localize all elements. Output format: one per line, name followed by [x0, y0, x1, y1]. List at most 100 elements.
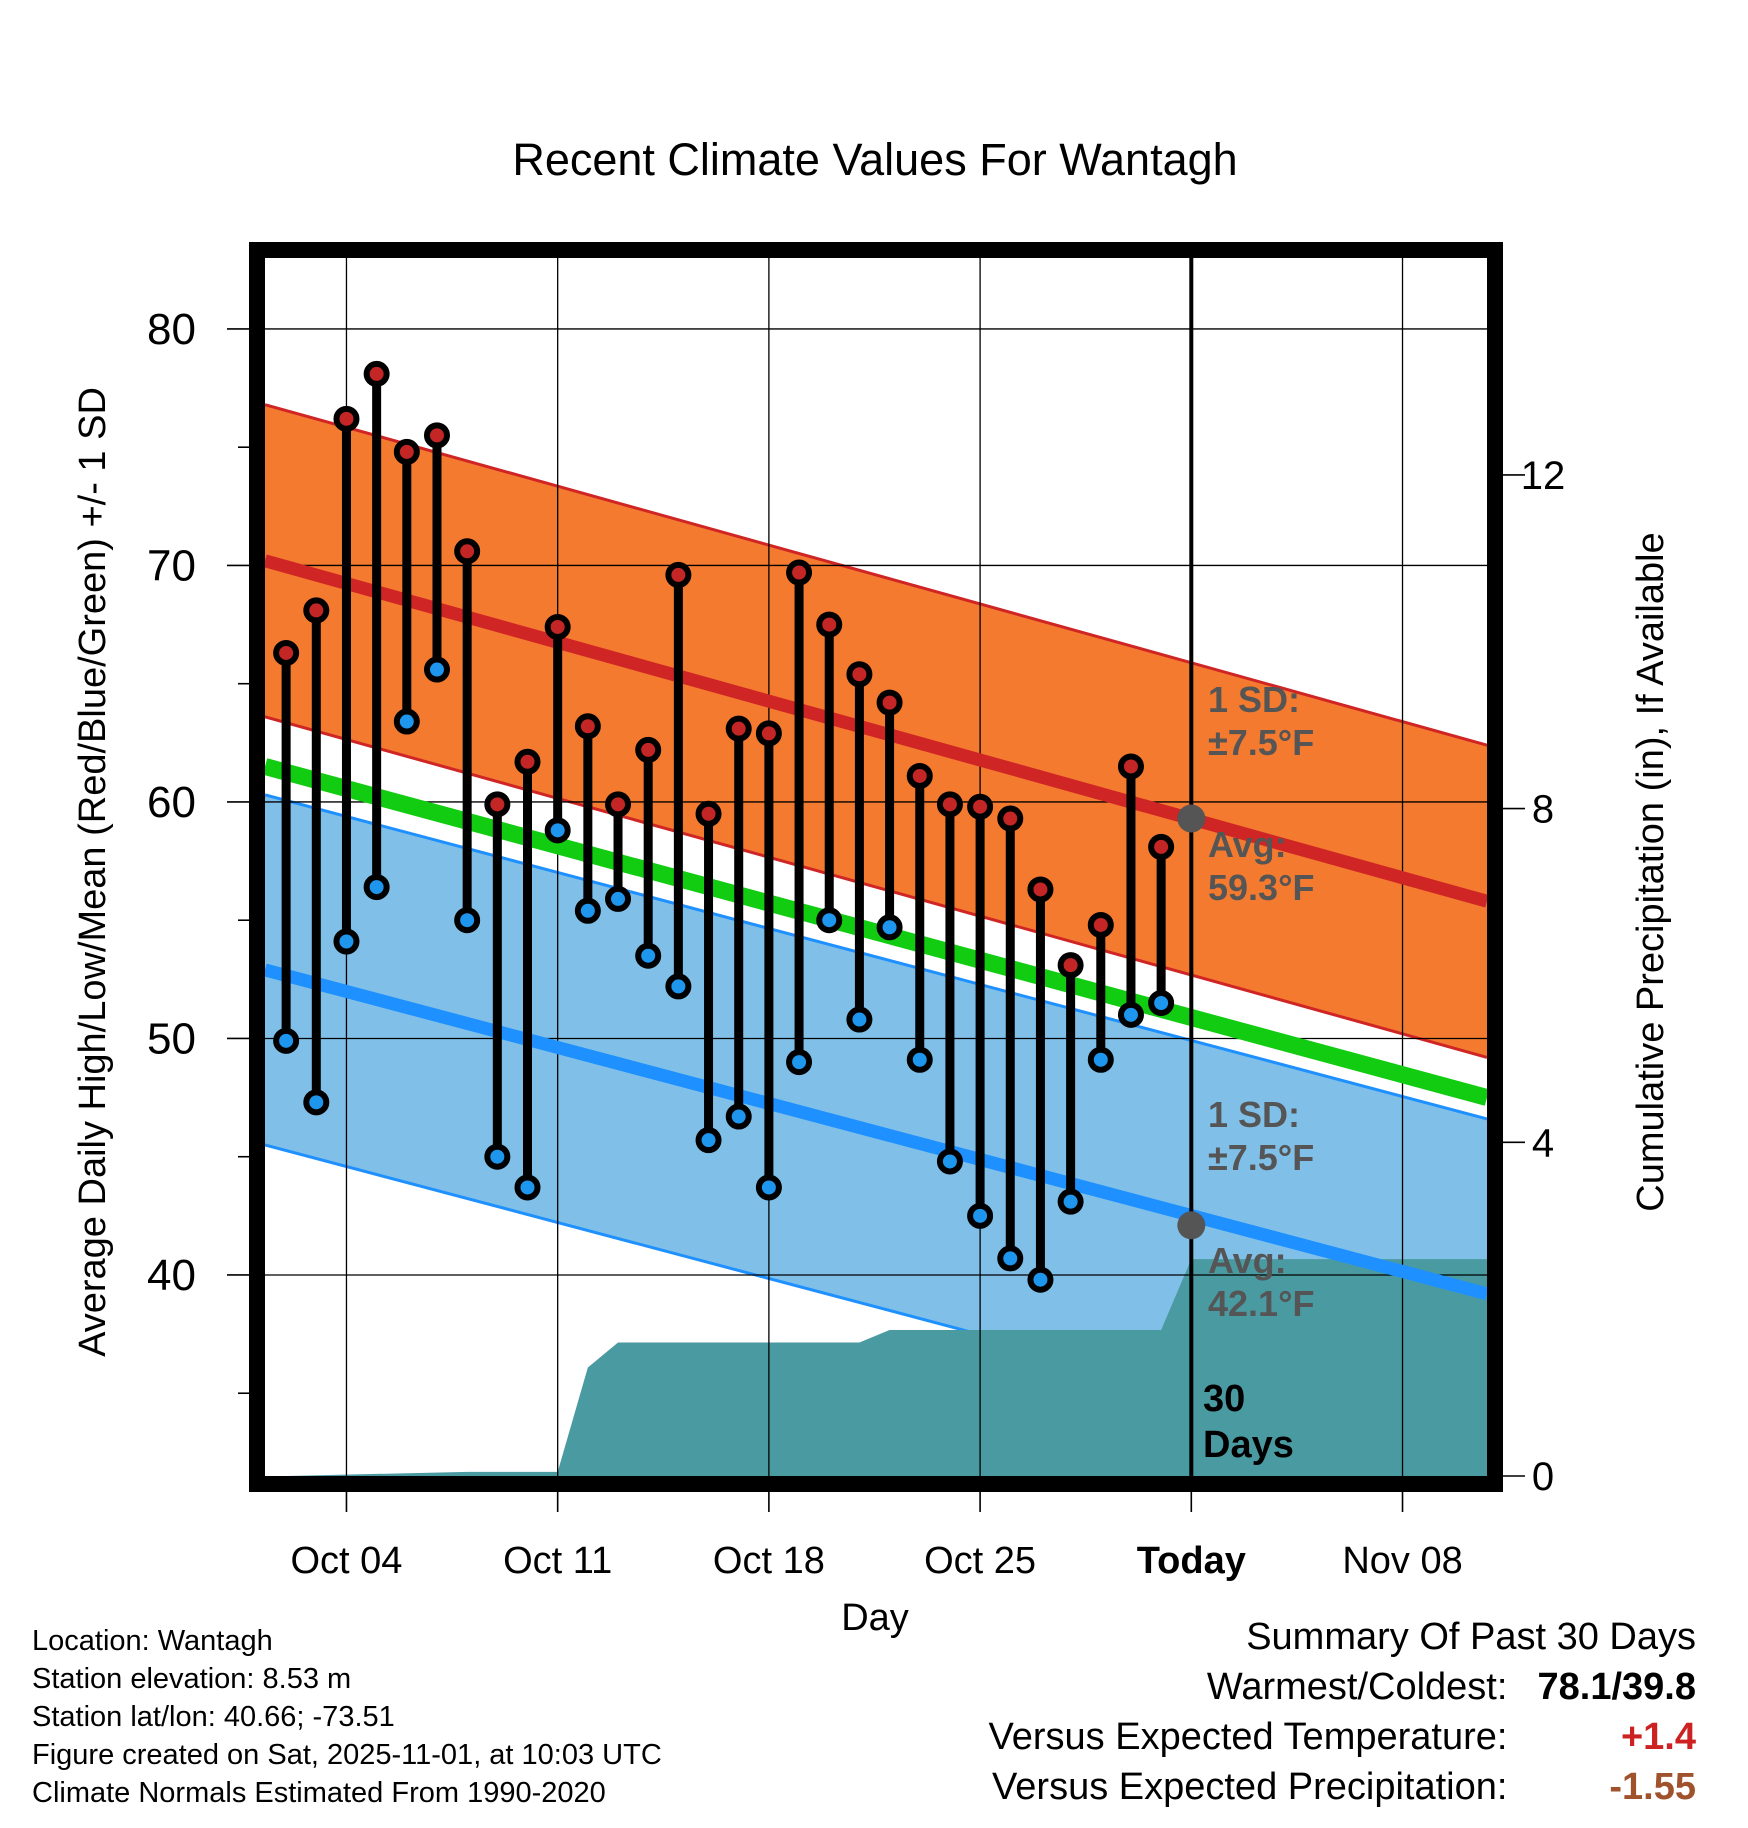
low-point [695, 1127, 722, 1154]
low-point [967, 1202, 994, 1229]
x-tick-label: Oct 25 [924, 1540, 1036, 1582]
high-point [967, 793, 994, 820]
low-point [665, 973, 692, 1000]
low-point [906, 1046, 933, 1073]
plot-frame [249, 242, 1503, 1492]
y-tick-label: 80 [147, 305, 196, 354]
y-tick-label: 40 [147, 1251, 196, 1300]
x-tick-label: Nov 08 [1342, 1540, 1462, 1582]
summary-title: Summary Of Past 30 Days [1246, 1616, 1696, 1658]
high-point [333, 405, 360, 432]
high-point [454, 538, 481, 565]
high-point [997, 805, 1024, 832]
high-point [514, 748, 541, 775]
high-band-upper-edge [265, 403, 1487, 747]
low-point [786, 1049, 813, 1076]
high-point [816, 611, 843, 638]
low-point [816, 907, 843, 934]
low-sd-label: 1 SD: [1208, 1094, 1300, 1135]
y-tick-label: 50 [147, 1014, 196, 1063]
high-point [665, 561, 692, 588]
location-text: Location: Wantagh [32, 1625, 273, 1657]
high-point [273, 639, 300, 666]
high-point [635, 736, 662, 763]
x-tick-label: Today [1137, 1540, 1246, 1582]
high-point [363, 360, 390, 387]
high-point [755, 720, 782, 747]
y2-tick-label: 8 [1532, 788, 1554, 832]
station-info: Location: Wantagh Station elevation: 8.5… [32, 1622, 662, 1812]
warm-cold-value: 78.1/39.8 [1537, 1666, 1696, 1708]
days-label: Days [1203, 1424, 1294, 1466]
precip-label: Versus Expected Precipitation: [992, 1766, 1508, 1808]
low-point [454, 907, 481, 934]
precip-value: -1.55 [1609, 1766, 1696, 1808]
y-tick-label: 70 [147, 541, 196, 590]
days-count: 30 [1203, 1378, 1245, 1420]
low-point [273, 1027, 300, 1054]
low-point [574, 897, 601, 924]
high-point [484, 791, 511, 818]
low-point [484, 1143, 511, 1170]
low-point [846, 1006, 873, 1033]
high-point [906, 762, 933, 789]
created-text: Figure created on Sat, 2025-11-01, at 10… [32, 1739, 662, 1771]
high-point [1087, 911, 1114, 938]
low-point [514, 1174, 541, 1201]
y2-tick-label: 0 [1532, 1455, 1554, 1499]
high-point [393, 438, 420, 465]
today-high-avg-marker [1177, 804, 1206, 833]
high-point [574, 713, 601, 740]
high-sd-label: 1 SD: [1208, 679, 1300, 720]
high-point [1057, 952, 1084, 979]
temp-label: Versus Expected Temperature: [988, 1716, 1508, 1758]
summary-panel: Summary Of Past 30 Days Warmest/Coldest:… [989, 1612, 1696, 1812]
high-point [1117, 753, 1144, 780]
y-tick-label: 60 [147, 778, 196, 827]
y2-tick-label: 4 [1532, 1121, 1554, 1165]
summary-temp: Versus Expected Temperature: +1.4 [989, 1712, 1696, 1762]
low-point [936, 1148, 963, 1175]
low-point [725, 1103, 752, 1130]
low-point [544, 817, 571, 844]
normal-low-line [265, 963, 1487, 1301]
precipitation-area [286, 1259, 1487, 1476]
high-avg-value: 59.3°F [1208, 867, 1314, 908]
low-point [303, 1089, 330, 1116]
low-point [1057, 1188, 1084, 1215]
x-tick-label: Oct 11 [503, 1540, 612, 1582]
low-point [876, 914, 903, 941]
normals-text: Climate Normals Estimated From 1990-2020 [32, 1777, 606, 1809]
high-avg-label: Avg: [1208, 824, 1287, 865]
high-point [544, 613, 571, 640]
warm-cold-label: Warmest/Coldest: [1206, 1666, 1508, 1708]
low-point [635, 942, 662, 969]
temp-value: +1.4 [1620, 1716, 1696, 1758]
y2-axis-label: Cumulative Precipitation (in), If Availa… [1630, 532, 1672, 1211]
high-point [876, 689, 903, 716]
latlon-text: Station lat/lon: 40.66; -73.51 [32, 1701, 395, 1733]
x-tick-label: Oct 04 [290, 1540, 402, 1582]
y2-tick-label: 12 [1521, 454, 1566, 498]
low-point [363, 874, 390, 901]
summary-warm-cold: Warmest/Coldest: 78.1/39.8 [989, 1662, 1696, 1712]
y-axis-label: Average Daily High/Low/Mean (Red/Blue/Gr… [72, 387, 114, 1357]
high-point [936, 791, 963, 818]
elevation-text: Station elevation: 8.53 m [32, 1663, 352, 1695]
today-low-avg-marker [1177, 1211, 1206, 1240]
high-sd-value: ±7.5°F [1208, 722, 1314, 763]
high-point [725, 715, 752, 742]
high-point [695, 800, 722, 827]
low-point [1087, 1046, 1114, 1073]
high-point [786, 559, 813, 586]
low-point [393, 708, 420, 735]
high-point [605, 791, 632, 818]
low-point [755, 1174, 782, 1201]
low-avg-label: Avg: [1208, 1240, 1287, 1281]
low-point [423, 656, 450, 683]
high-point [1027, 876, 1054, 903]
low-point [997, 1245, 1024, 1272]
low-point [1117, 1001, 1144, 1028]
low-point [1027, 1266, 1054, 1293]
